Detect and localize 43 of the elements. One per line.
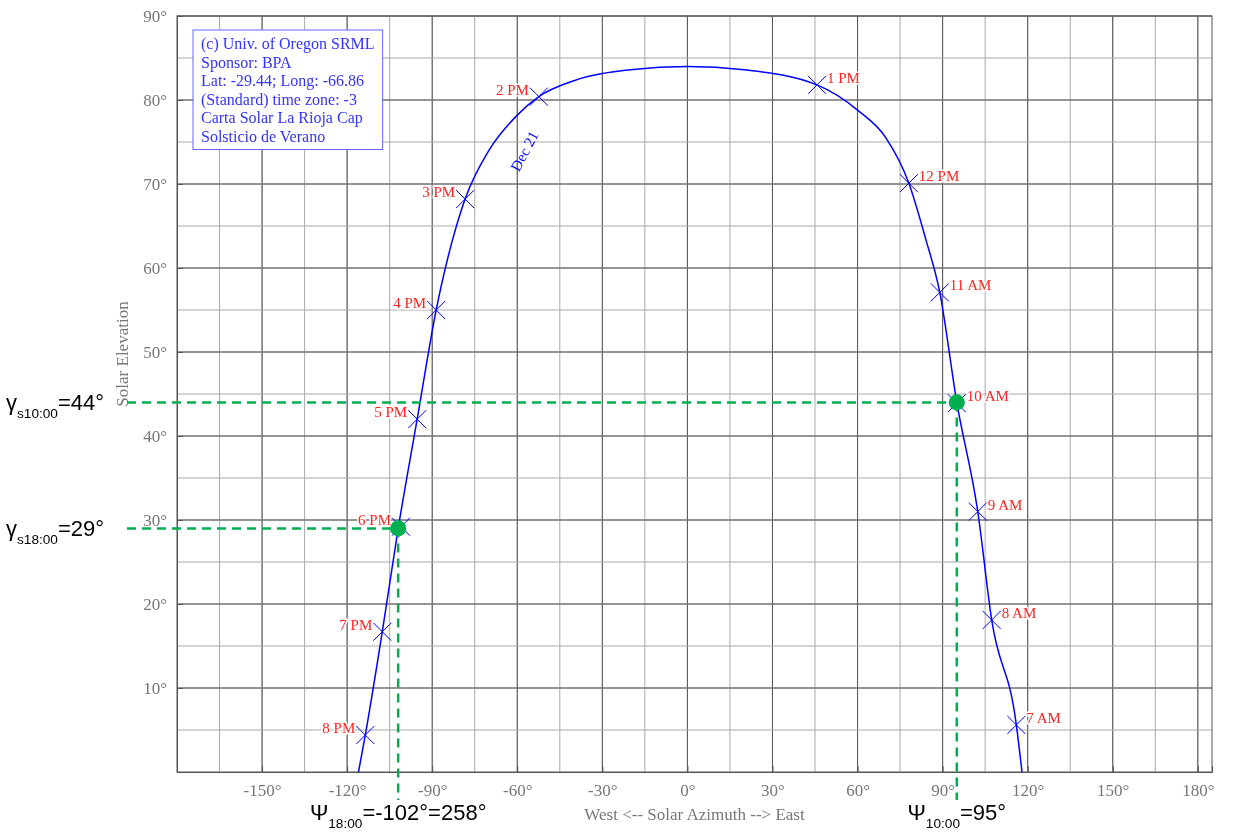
annotation: 3 PM — [422, 184, 456, 201]
ref-line-label: γ$_{s10:00}$=44° — [6, 390, 105, 421]
x-tick-label: -90° — [417, 781, 448, 801]
ref-line-label: γ$_{s18:00}$=29° — [6, 516, 105, 547]
x-tick-label: 30° — [761, 781, 785, 801]
x-tick-label: 90° — [931, 781, 956, 801]
x-tick-label: -120° — [328, 781, 367, 801]
text: Dec 21 — [507, 128, 542, 174]
annotation: 4 PM — [393, 295, 427, 311]
ref-line-label: Ψ$_{18:00}$=-102°=258° — [309, 800, 487, 831]
x-tick-label: -150° — [243, 781, 282, 801]
x-axis-title: West <-- Solar Azimuth --> East — [584, 805, 805, 824]
annotation: 7 PM — [339, 616, 373, 633]
annotation: 10 AM — [966, 388, 1009, 405]
y-tick-label: 20° — [143, 594, 167, 614]
y-tick-label: 50° — [143, 342, 167, 362]
y-tick-label: 60° — [143, 258, 167, 278]
x-tick-label: 150° — [1097, 781, 1130, 801]
annotation: Solsticio de Verano — [201, 127, 326, 145]
annotation: 5 PM — [374, 404, 408, 421]
y-tick-label: 10° — [143, 678, 167, 698]
y-axis-title: Solar Elevation — [113, 300, 132, 407]
annotation: Carta Solar La Rioja Cap — [201, 109, 363, 127]
x-tick-label: 120° — [1012, 781, 1045, 801]
x-tick-label: -30° — [588, 781, 618, 801]
x-tick-label: 0° — [680, 781, 696, 801]
y-tick-label: 30° — [143, 510, 167, 530]
y-tick-label: 80° — [143, 90, 167, 110]
annotation: 8 PM — [322, 720, 356, 737]
annotation: (Standard) time zone: -3 — [201, 90, 357, 109]
x-tick-label: 180° — [1182, 781, 1215, 801]
annotation: Sponsor: BPA — [201, 53, 292, 72]
annotation: Lat: -29.44; Long: -66.86 — [201, 72, 365, 90]
x-tick-label: 60° — [846, 781, 870, 801]
annotation: 11 AM — [949, 277, 992, 294]
y-tick-label: 40° — [143, 426, 167, 446]
annotation: 6 PM — [358, 511, 392, 528]
x-tick-label: -60° — [503, 781, 533, 801]
y-tick-label: 90° — [143, 6, 167, 26]
ref-line-label: Ψ$_{10:00}$=95° — [907, 800, 1007, 831]
annotation: (c) Univ. of Oregon SRML — [201, 35, 375, 53]
annotation: 9 AM — [987, 496, 1023, 513]
y-tick-label: 70° — [143, 174, 167, 194]
